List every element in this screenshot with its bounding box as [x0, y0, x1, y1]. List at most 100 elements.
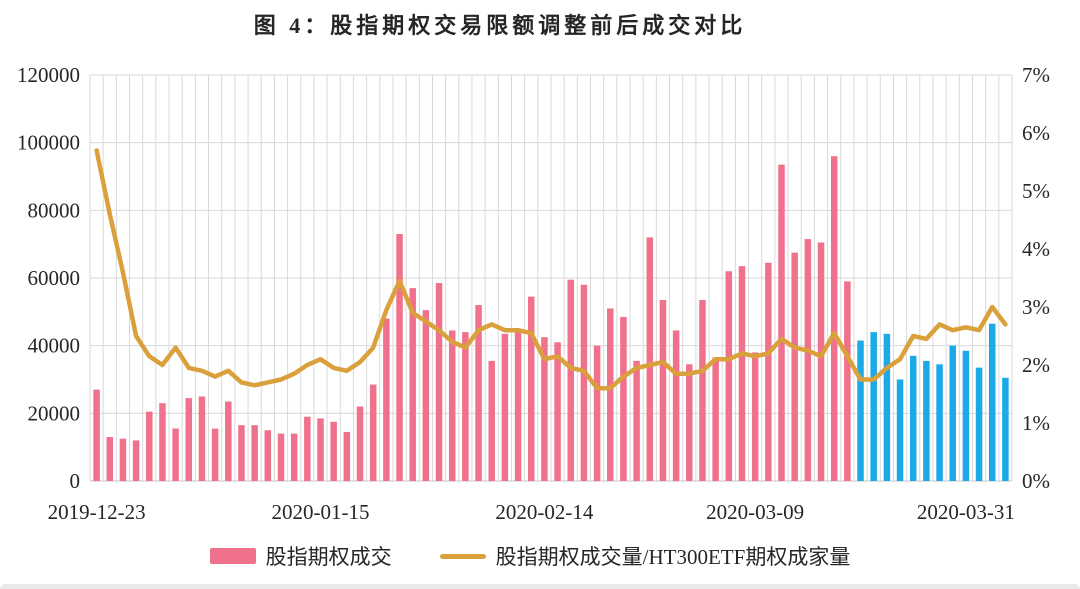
- bar-pink: [672, 330, 680, 481]
- bar-pink: [119, 438, 127, 481]
- bar-pink: [514, 332, 522, 481]
- right-axis-tick-label: 0%: [1022, 469, 1050, 493]
- x-axis-tick-label: 2020-02-14: [495, 500, 593, 524]
- bar-blue: [896, 379, 904, 481]
- bar-pink: [620, 316, 627, 481]
- bar-pink: [343, 431, 351, 481]
- bar-pink: [778, 164, 785, 482]
- bar-pink: [330, 421, 337, 481]
- bar-pink: [238, 425, 245, 481]
- combo-chart: 0 20000 40000 60000 80000 100000 120000 0% 1% 2% 3…: [17, 63, 1050, 524]
- bar-blue: [1002, 377, 1009, 481]
- page-bottom-divider: [0, 584, 1080, 589]
- bar-pink: [159, 403, 166, 481]
- bar-pink: [659, 299, 667, 481]
- bar-pink: [844, 281, 851, 481]
- bar-pink: [527, 296, 535, 481]
- bar-blue: [949, 345, 956, 481]
- right-axis-tick-label: 2%: [1022, 353, 1050, 377]
- line-series-swatch-icon: [439, 553, 486, 559]
- bar-pink: [712, 357, 719, 481]
- bar-pink: [185, 398, 193, 481]
- legend-label-line: 股指期权成交量/HT300ETF期权成家量: [495, 545, 851, 569]
- left-axis-tick-label: 120000: [17, 63, 80, 87]
- bar-pink: [409, 288, 416, 481]
- right-axis-tick-label: 6%: [1022, 121, 1050, 145]
- bar-pink: [198, 396, 206, 481]
- bar-pink: [488, 360, 495, 481]
- x-axis-tick-label: 2020-01-15: [272, 500, 370, 524]
- ratio-line: [94, 148, 1008, 391]
- bar-pink: [462, 332, 469, 481]
- bar-pink: [225, 401, 232, 481]
- bar-pink: [277, 433, 285, 481]
- bar-blue: [883, 333, 891, 481]
- bar-pink: [646, 237, 654, 481]
- bar-blue: [936, 364, 943, 481]
- bar-pink: [567, 279, 575, 481]
- bar-pink: [211, 428, 219, 481]
- bar-pink: [93, 389, 100, 481]
- legend-label-bars: 股指期权成交: [265, 545, 392, 569]
- bar-blue: [909, 355, 917, 481]
- bar-pink: [580, 284, 588, 481]
- bar-pink: [290, 433, 298, 481]
- bar-pink: [554, 342, 561, 481]
- bar-series-swatch-icon: [209, 548, 256, 564]
- bar-pink: [304, 416, 311, 481]
- bar-pink: [607, 308, 614, 481]
- bar-pink: [369, 384, 377, 481]
- bar-pink: [751, 352, 759, 481]
- right-axis-tick-label: 3%: [1022, 295, 1050, 319]
- bar-pink: [172, 428, 179, 481]
- bar-pink: [830, 156, 838, 481]
- bar-pink: [146, 411, 153, 481]
- x-axis-tick-label: 2020-03-31: [917, 500, 1015, 524]
- left-axis-tick-label: 20000: [28, 401, 81, 425]
- legend-item-bars: 股指期权成交: [209, 541, 392, 571]
- bar-pink: [383, 318, 390, 481]
- bar-blue: [870, 332, 877, 481]
- bar-pink: [396, 234, 403, 481]
- bar-pink: [686, 364, 693, 481]
- right-axis-tick-label: 7%: [1022, 63, 1050, 87]
- right-axis-tick-label: 5%: [1022, 179, 1050, 203]
- bar-pink: [817, 242, 825, 481]
- bar-blue: [857, 340, 864, 481]
- bar-pink: [435, 283, 443, 481]
- bar-pink: [356, 406, 364, 481]
- bar-pink: [475, 305, 482, 481]
- bar-blue: [975, 367, 983, 481]
- left-axis-tick-label: 60000: [28, 266, 81, 290]
- bar-pink: [593, 345, 601, 481]
- bar-pink: [699, 299, 706, 481]
- bar-pink: [448, 330, 456, 481]
- left-axis-tick-label: 80000: [28, 198, 81, 222]
- x-axis-tick-label: 2020-03-09: [706, 500, 804, 524]
- x-axis-tick-label: 2019-12-23: [48, 500, 146, 524]
- left-axis-tick-label: 0: [70, 469, 81, 493]
- bar-blue: [962, 350, 970, 481]
- bar-pink: [132, 440, 140, 481]
- left-axis-tick-label: 40000: [28, 334, 81, 358]
- legend: 股指期权成交 股指期权成交量/HT300ETF期权成家量: [0, 541, 1060, 571]
- bar-pink: [422, 310, 430, 481]
- bar-blue: [923, 360, 930, 481]
- right-axis-tick-label: 4%: [1022, 237, 1050, 261]
- chart-title: 图 4：股指期权交易限额调整前后成交对比: [253, 13, 747, 38]
- bar-pink: [804, 239, 812, 481]
- bar-pink: [633, 360, 640, 481]
- bar-pink: [541, 337, 548, 481]
- bar-pink: [765, 262, 772, 481]
- bar-pink: [264, 430, 272, 481]
- bar-pink: [106, 437, 114, 481]
- legend-item-line: 股指期权成交量/HT300ETF期权成家量: [439, 541, 851, 571]
- bar-pink: [725, 271, 733, 481]
- left-axis-tick-label: 100000: [17, 131, 80, 155]
- bar-pink: [317, 418, 324, 481]
- bar-pink: [738, 266, 746, 481]
- bar-blue: [988, 323, 996, 481]
- bar-pink: [791, 252, 798, 481]
- right-axis-tick-label: 1%: [1022, 411, 1050, 435]
